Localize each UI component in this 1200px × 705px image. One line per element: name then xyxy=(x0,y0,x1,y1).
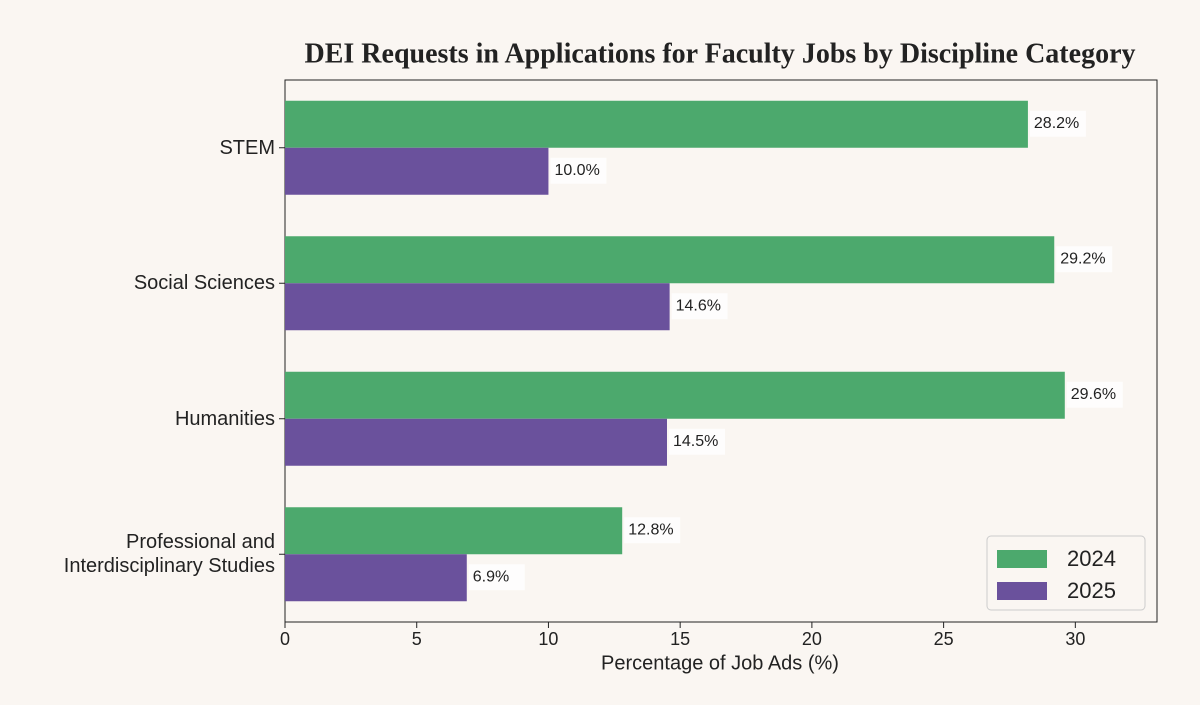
bar xyxy=(285,371,1065,419)
plot-frame xyxy=(284,79,1158,623)
x-tick-label: 10 xyxy=(538,629,558,649)
value-label: 6.9% xyxy=(473,568,509,585)
value-label: 28.2% xyxy=(1034,115,1079,132)
bar xyxy=(285,283,670,331)
value-label-bg xyxy=(671,293,728,320)
value-label: 12.8% xyxy=(628,521,673,538)
y-tick-label: Professional and Interdisciplinary Studi… xyxy=(63,531,275,578)
bar xyxy=(285,418,667,466)
value-label-bg xyxy=(468,564,525,591)
value-label-bg xyxy=(624,517,681,544)
x-tick-label: 20 xyxy=(802,629,822,649)
value-label-bg xyxy=(668,428,725,455)
value-label: 10.0% xyxy=(554,162,599,179)
x-tick-label: 5 xyxy=(412,629,422,649)
legend-swatch xyxy=(997,550,1047,568)
y-tick-label: Social Sciences xyxy=(133,272,275,295)
value-label-bg xyxy=(1029,110,1086,137)
legend-swatch xyxy=(997,582,1047,600)
bar xyxy=(285,100,1028,148)
value-label-bg xyxy=(1056,246,1113,273)
y-tick-label: Humanities xyxy=(174,407,275,430)
value-label: 29.6% xyxy=(1071,386,1116,403)
value-label: 14.6% xyxy=(676,297,721,314)
y-tick-label: STEM xyxy=(219,136,275,159)
bar xyxy=(285,507,623,555)
x-tick-label: 0 xyxy=(280,629,290,649)
x-tick-label: 30 xyxy=(1065,629,1085,649)
value-label: 14.5% xyxy=(673,433,718,450)
bar xyxy=(285,554,467,602)
value-label-bg xyxy=(550,157,607,184)
bar xyxy=(285,147,549,195)
x-tick-label: 25 xyxy=(934,629,954,649)
value-label-bg xyxy=(1066,381,1123,408)
bar xyxy=(285,236,1055,284)
chart-title: DEI Requests in Applications for Faculty… xyxy=(305,38,1136,69)
legend-label: 2025 xyxy=(1067,578,1116,603)
x-axis-label: Percentage of Job Ads (%) xyxy=(601,652,839,674)
x-tick-label: 15 xyxy=(670,629,690,649)
legend-label: 2024 xyxy=(1067,546,1116,571)
value-label: 29.2% xyxy=(1060,250,1105,267)
